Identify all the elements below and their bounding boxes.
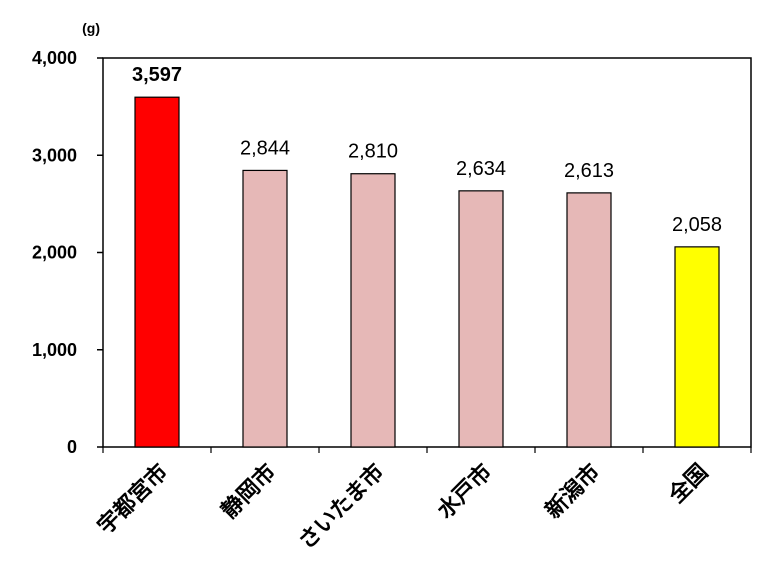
y-axis-unit-label: (g): [82, 20, 100, 36]
y-tick-label: 4,000: [32, 48, 77, 68]
y-tick-label: 3,000: [32, 145, 77, 165]
category-labels-group: 宇都宮市 静岡市 さいたま市 水戸市 新潟市 全国: [93, 447, 752, 555]
bar-2: [242, 169, 288, 448]
y-tick-label: 2,000: [32, 243, 77, 263]
y-axis: 0 1,000 2,000 3,000 4,000: [32, 48, 103, 457]
y-tick-label: 0: [67, 437, 77, 457]
y-tick-label: 1,000: [32, 340, 77, 360]
bar-1: [134, 96, 180, 448]
bar-6: [674, 246, 720, 448]
data-label: 2,634: [456, 158, 506, 180]
bar-4: [458, 190, 504, 448]
data-label: 2,058: [672, 214, 722, 236]
data-label: 3,597: [132, 64, 182, 86]
category-label: 新潟市: [540, 459, 605, 524]
bars-group: [134, 96, 720, 448]
data-label: 2,844: [240, 137, 290, 159]
data-label: 2,810: [348, 141, 398, 163]
category-label: 全国: [663, 459, 713, 509]
plot-area-frame: [102, 57, 752, 448]
category-label: 静岡市: [216, 459, 281, 524]
data-label: 2,613: [564, 160, 614, 182]
category-label: 水戸市: [432, 459, 497, 524]
data-labels-group: 3,597 2,844 2,810 2,634 2,613 2,058: [132, 64, 722, 236]
bar-3: [350, 173, 396, 448]
category-label: 宇都宮市: [93, 459, 174, 540]
bar-5: [566, 192, 612, 448]
category-label: さいたま市: [294, 459, 390, 555]
